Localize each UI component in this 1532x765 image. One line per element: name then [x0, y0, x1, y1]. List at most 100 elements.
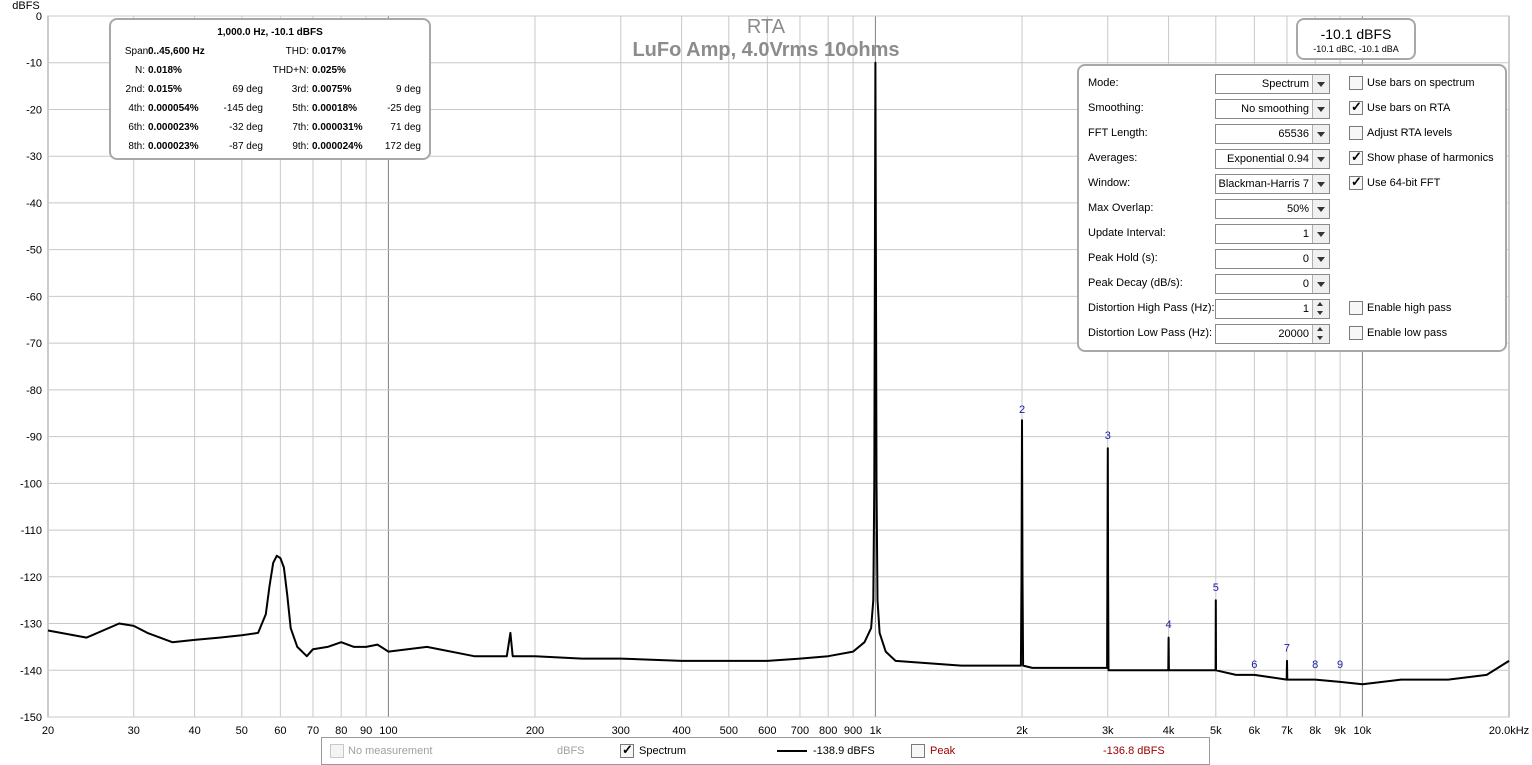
smoothing-value: No smoothing: [1241, 103, 1309, 115]
peak-hold-row: Peak Hold (s): 0: [1079, 248, 1505, 269]
x-tick-label: 40: [188, 725, 200, 737]
max-overlap-select[interactable]: 50%: [1215, 199, 1330, 219]
update-interval-select[interactable]: 1: [1215, 224, 1330, 244]
chevron-down-icon[interactable]: [1312, 125, 1329, 143]
x-tick-label: 10k: [1354, 725, 1372, 737]
show-phase-of-harmonics-label[interactable]: Show phase of harmonics: [1367, 152, 1494, 164]
harmonic-label: 3rd:: [291, 84, 309, 95]
harmonic-label: 4th:: [128, 103, 145, 114]
x-tick-label: 100: [379, 725, 397, 737]
chevron-down-icon[interactable]: [1312, 150, 1329, 168]
update-interval-label: Update Interval:: [1088, 227, 1166, 239]
y-tick-label: -70: [26, 338, 42, 350]
level-weighted: -10.1 dBC, -10.1 dBA: [1313, 44, 1399, 54]
y-tick-label: -30: [26, 151, 42, 163]
peak-decay-select[interactable]: 0: [1215, 274, 1330, 294]
enable-low-pass-checkbox[interactable]: [1349, 326, 1363, 340]
chevron-down-icon[interactable]: [1312, 275, 1329, 293]
x-tick-label: 5k: [1210, 725, 1222, 737]
enable-high-pass-label[interactable]: Enable high pass: [1367, 302, 1452, 314]
adjust-rta-levels-label[interactable]: Adjust RTA levels: [1367, 127, 1453, 139]
fft-length-value: 65536: [1278, 128, 1309, 140]
y-tick-label: -60: [26, 291, 42, 303]
peak-checkbox[interactable]: [911, 744, 925, 758]
span-label: Span:: [124, 46, 151, 57]
mode-label: Mode:: [1088, 77, 1119, 89]
spinner-icon[interactable]: [1312, 325, 1329, 343]
peak-hold-select[interactable]: 0: [1215, 249, 1330, 269]
spectrum-value: -138.9 dBFS: [813, 745, 875, 757]
harmonic-phase: -25 deg: [387, 103, 421, 114]
harmonic-value: 0.000031%: [312, 122, 363, 133]
update-interval-value: 1: [1302, 228, 1309, 240]
chevron-down-icon[interactable]: [1312, 225, 1329, 243]
y-axis-label: dBFS: [12, 0, 40, 12]
fft-length-label: FFT Length:: [1088, 127, 1148, 139]
peak-decay-value: 0: [1302, 278, 1309, 290]
window-value: Blackman-Harris 7: [1218, 178, 1309, 190]
x-tick-label: 9k: [1334, 725, 1346, 737]
x-tick-label: 30: [128, 725, 140, 737]
chevron-down-icon[interactable]: [1312, 100, 1329, 118]
thdn-value: 0.025%: [312, 65, 346, 76]
x-tick-label: 70: [307, 725, 319, 737]
use-64-bit-fft-checkbox[interactable]: [1349, 174, 1363, 190]
averages-select[interactable]: Exponential 0.94: [1215, 149, 1330, 169]
x-tick-label: 4k: [1163, 725, 1175, 737]
distortion-high-pass-label: Distortion High Pass (Hz):: [1088, 302, 1215, 314]
x-tick-label: 600: [758, 725, 776, 737]
mode-select[interactable]: Spectrum: [1215, 74, 1330, 94]
spectrum-trace: [47, 61, 1510, 686]
show-phase-of-harmonics-checkbox[interactable]: [1349, 149, 1363, 165]
adjust-rta-levels-checkbox[interactable]: [1349, 126, 1363, 140]
y-tick-label: -110: [21, 525, 42, 537]
no-measurement-checkbox: [330, 744, 344, 758]
y-tick-label: 0: [36, 11, 42, 23]
x-tick-label: 2k: [1016, 725, 1028, 737]
use-bars-on-spectrum-label[interactable]: Use bars on spectrum: [1367, 77, 1475, 89]
peak-hold-label: Peak Hold (s):: [1088, 252, 1158, 264]
harmonic-label: 4: [1166, 619, 1172, 631]
distortion-low-pass-input[interactable]: 20000: [1215, 324, 1330, 344]
chevron-down-icon[interactable]: [1312, 200, 1329, 218]
chevron-down-icon[interactable]: [1312, 75, 1329, 93]
use-64-bit-fft-label[interactable]: Use 64-bit FFT: [1367, 177, 1441, 189]
harmonic-label: 5: [1213, 582, 1219, 594]
use-bars-on-rta-label[interactable]: Use bars on RTA: [1367, 102, 1451, 114]
thd-label: THD:: [285, 46, 309, 57]
use-bars-on-rta-checkbox[interactable]: [1349, 99, 1363, 115]
chevron-down-icon[interactable]: [1312, 250, 1329, 268]
y-tick-label: -20: [26, 104, 42, 116]
chevron-down-icon[interactable]: [1312, 175, 1329, 193]
harmonic-phase: -32 deg: [229, 122, 263, 133]
harmonic-label: 2: [1019, 404, 1025, 416]
x-tick-label: 200: [526, 725, 544, 737]
harmonic-label: 5th:: [292, 103, 309, 114]
smoothing-select[interactable]: No smoothing: [1215, 99, 1330, 119]
smoothing-label: Smoothing:: [1088, 102, 1144, 114]
harmonic-label: 9: [1337, 659, 1343, 671]
y-tick-label: -10: [26, 58, 42, 70]
peak-hold-value: 0: [1302, 253, 1309, 265]
harmonic-phase: 69 deg: [232, 84, 263, 95]
averages-row: Averages: Exponential 0.94 Show phase of…: [1079, 148, 1505, 169]
harmonic-phase: 9 deg: [395, 84, 421, 95]
y-tick-label: -90: [26, 432, 42, 444]
spectrum-label[interactable]: Spectrum: [639, 745, 687, 757]
window-select[interactable]: Blackman-Harris 7: [1215, 174, 1330, 194]
harmonic-value: 0.00018%: [312, 103, 358, 114]
harmonic-value: 0.000023%: [148, 122, 199, 133]
spectrum-checkbox[interactable]: [620, 742, 634, 758]
enable-low-pass-label[interactable]: Enable low pass: [1367, 327, 1448, 339]
fft-length-select[interactable]: 65536: [1215, 124, 1330, 144]
enable-high-pass-checkbox[interactable]: [1349, 301, 1363, 315]
x-tick-label: 800: [819, 725, 837, 737]
harmonic-label: 7: [1284, 643, 1290, 655]
max-overlap-label: Max Overlap:: [1088, 202, 1154, 214]
peak-label[interactable]: Peak: [930, 745, 956, 757]
x-tick-label: 20: [42, 725, 54, 737]
spinner-icon[interactable]: [1312, 300, 1329, 318]
harmonic-phase: -145 deg: [223, 103, 263, 114]
distortion-high-pass-input[interactable]: 1: [1215, 299, 1330, 319]
use-bars-on-spectrum-checkbox[interactable]: [1349, 76, 1363, 90]
